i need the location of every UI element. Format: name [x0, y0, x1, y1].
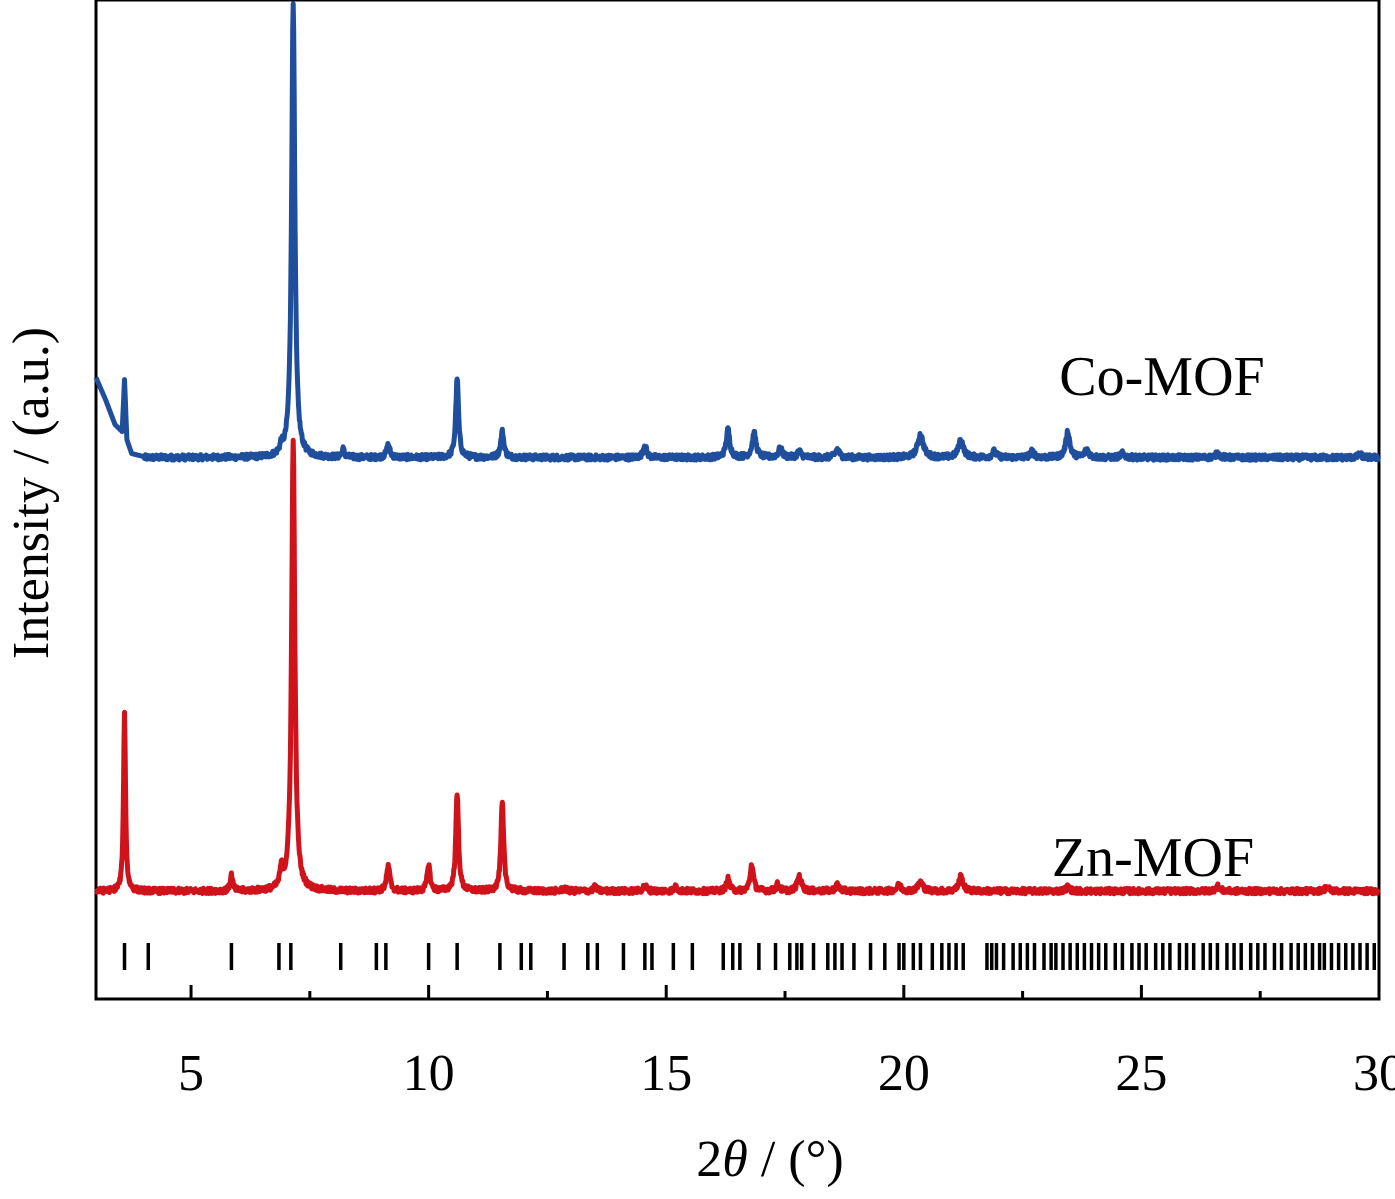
- x-axis-title-theta: θ: [722, 1131, 748, 1188]
- x-axis-title-suffix: / (°): [748, 1131, 844, 1188]
- series-line-co-mof: [93, 1, 1381, 463]
- y-axis-title: Intensity / (a.u.): [3, 327, 60, 659]
- series-label-zn-mof: Zn-MOF: [1052, 827, 1254, 889]
- series-line-zn-mof: [94, 437, 1381, 897]
- x-tick-label-25: 25: [1115, 1045, 1167, 1102]
- x-axis-ticks: [189, 985, 1381, 999]
- x-axis-title: 2θ / (°): [696, 1131, 843, 1188]
- x-tick-label-20: 20: [878, 1045, 930, 1102]
- reference-pattern-ticks: [122, 943, 1376, 970]
- series-label-co-mof: Co-MOF: [1059, 346, 1264, 408]
- x-tick-label-15: 15: [640, 1045, 692, 1102]
- x-tick-label-5: 5: [178, 1045, 204, 1102]
- x-tick-label-10: 10: [403, 1045, 455, 1102]
- x-axis-tick-labels: 5 10 15 20 25 30: [178, 1045, 1395, 1102]
- plot-frame: [94, 0, 1381, 1001]
- x-axis-title-prefix: 2: [696, 1131, 722, 1188]
- x-tick-label-30: 30: [1353, 1045, 1395, 1102]
- series-lines: [93, 1, 1381, 897]
